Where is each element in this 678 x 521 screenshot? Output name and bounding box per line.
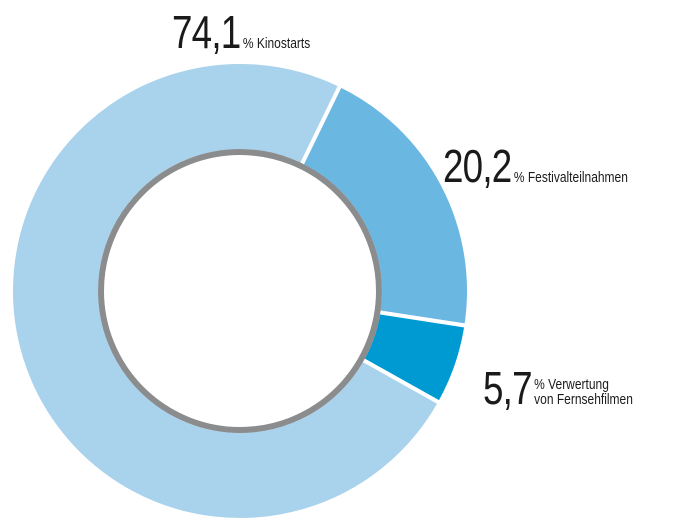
category-label: % Verwertung von Fernsehfilmen — [534, 377, 633, 408]
category-name: Kinostarts — [256, 35, 311, 52]
category-label: % Festivalteilnahmen — [514, 170, 628, 186]
inner-ring — [98, 149, 382, 433]
category-label: % Kinostarts — [243, 36, 310, 52]
unit-label: % — [242, 35, 254, 52]
segment-label: 5,7% Verwertung von Fernsehfilmen — [483, 362, 633, 414]
segment-label: 20,2% Festivalteilnahmen — [443, 140, 628, 192]
value-label: 20,2 — [443, 140, 512, 192]
category-name: Verwertung von Fernsehfilmen — [534, 376, 633, 408]
segment-label: 74,1% Kinostarts — [172, 6, 310, 58]
unit-label: % — [513, 169, 525, 186]
value-label: 5,7 — [483, 362, 533, 414]
category-name: Festivalteilnahmen — [527, 169, 628, 186]
value-label: 74,1 — [172, 6, 241, 58]
unit-label: % — [534, 376, 545, 393]
